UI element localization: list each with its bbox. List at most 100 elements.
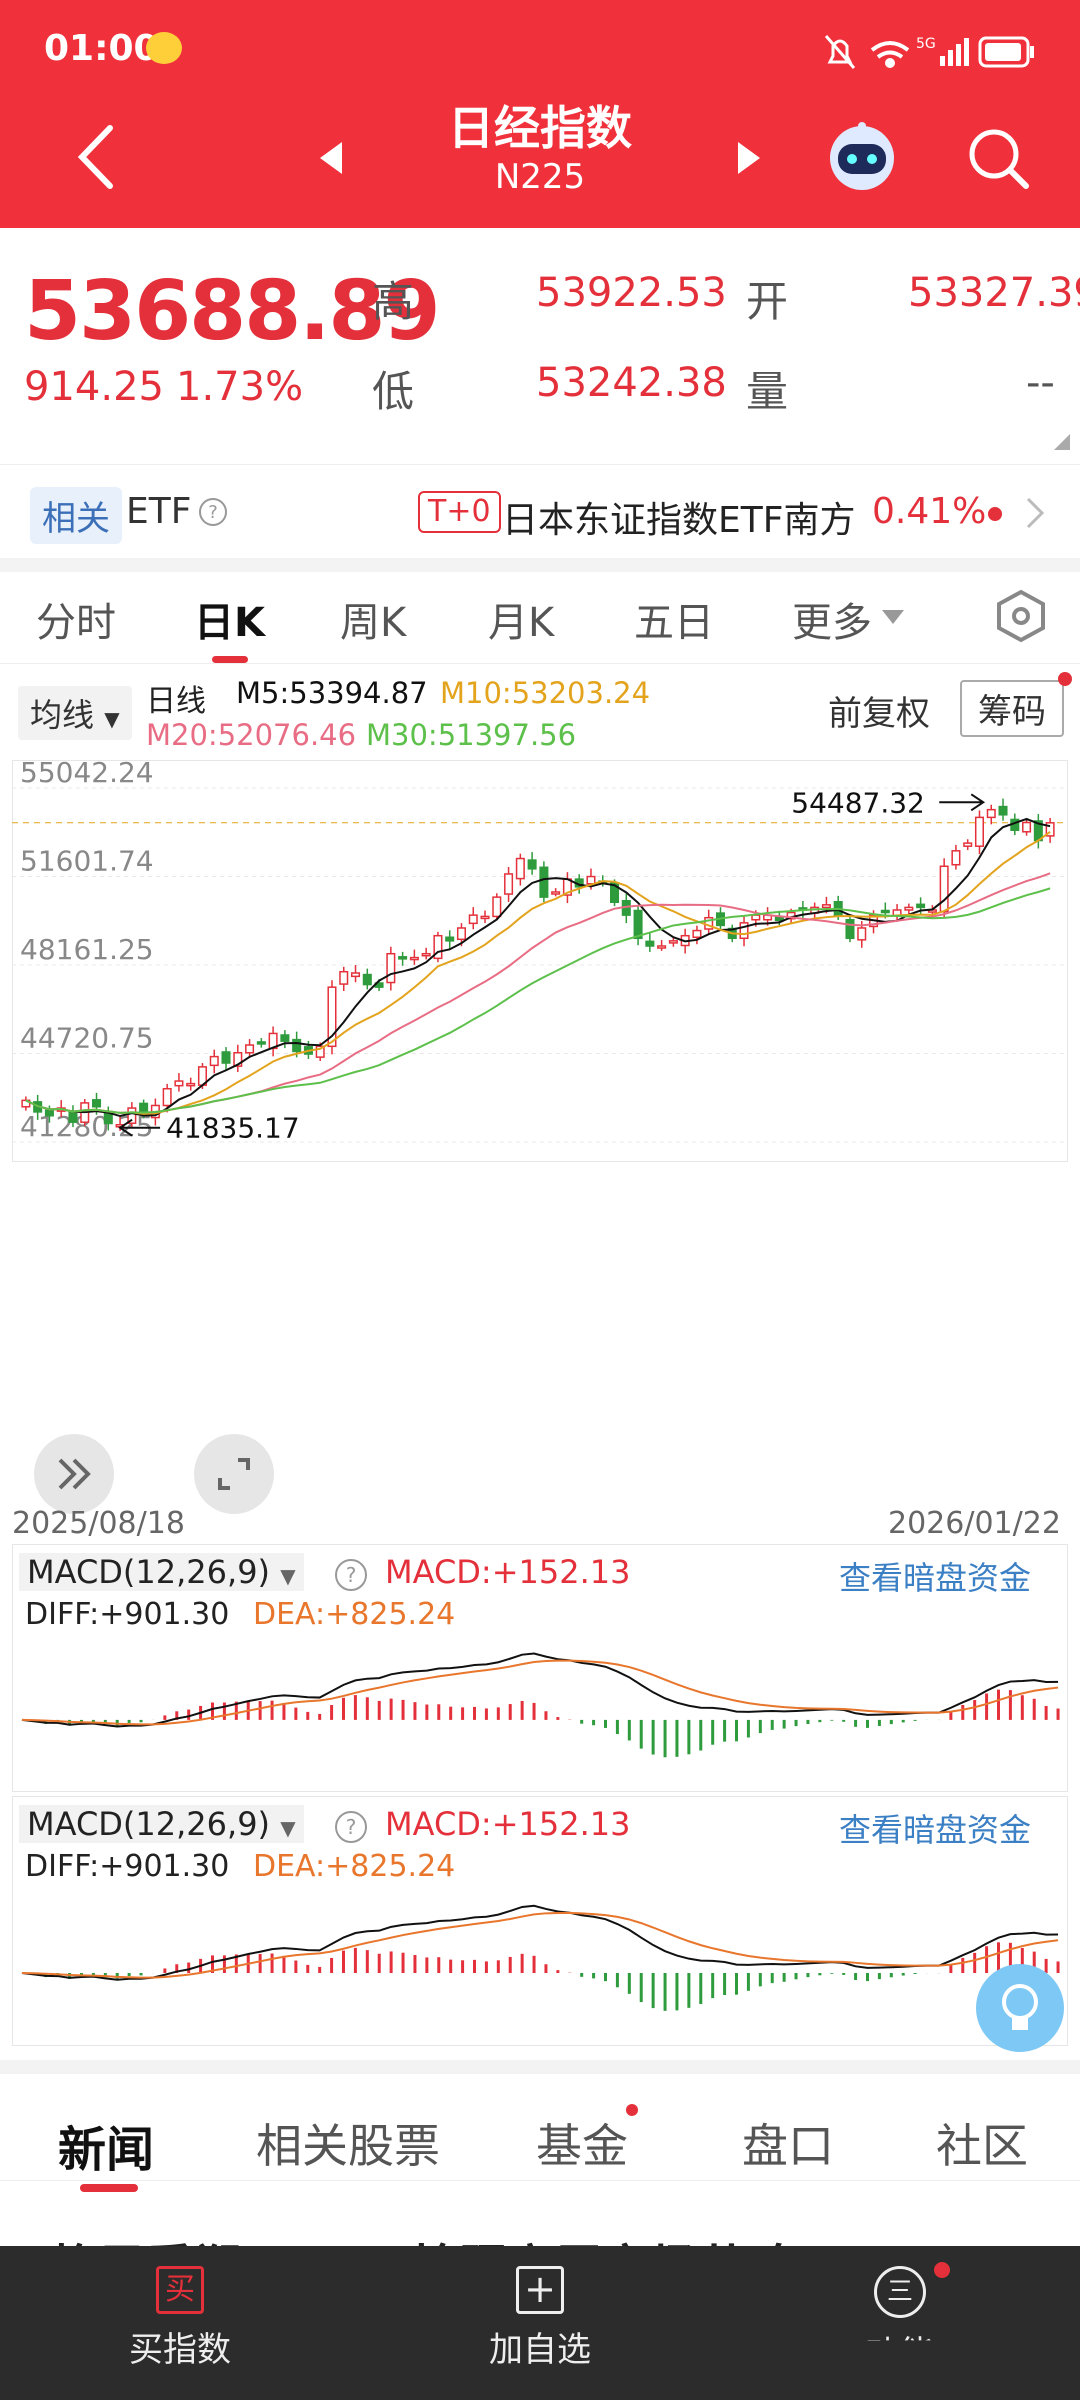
- candle-body: [515, 857, 525, 880]
- related-badge: 相关: [30, 487, 122, 544]
- candle-body: [339, 970, 349, 985]
- chart-border: [12, 760, 1068, 1162]
- help-icon-2[interactable]: ?: [333, 1809, 369, 1845]
- tab-community[interactable]: 社区: [936, 2119, 1028, 2173]
- collapse-left-button[interactable]: [34, 1434, 114, 1514]
- buy-index-label: 买指数: [129, 2330, 231, 2370]
- candle-body: [974, 816, 984, 847]
- dark-pool-link[interactable]: 查看暗盘资金: [839, 1559, 1032, 1597]
- candle-body: [233, 1051, 243, 1067]
- macd-selector-2[interactable]: MACD(12,26,9) ▼: [19, 1805, 304, 1843]
- active-tab-indicator: [212, 656, 248, 663]
- tab-related-stocks[interactable]: 相关股票: [256, 2119, 440, 2173]
- candle-body: [657, 945, 667, 949]
- lightbulb-icon: [1002, 1984, 1038, 2030]
- candle-body: [692, 929, 702, 939]
- fullscreen-button[interactable]: [194, 1434, 274, 1514]
- ma-dropdown-icon: ▼: [104, 707, 120, 731]
- tab-weekly-k[interactable]: 周K: [340, 600, 407, 646]
- macd-dropdown-icon-2: ▼: [280, 1816, 296, 1840]
- candle-body: [951, 850, 961, 866]
- open-value: 53327.39: [908, 270, 1080, 316]
- diff-line: [21, 1904, 1059, 1981]
- candle-body: [221, 1051, 231, 1064]
- next-triangle-icon[interactable]: [734, 138, 764, 178]
- back-arrow-icon[interactable]: [70, 122, 120, 192]
- candle-body: [539, 866, 549, 898]
- ma-selector-label: 均线: [30, 696, 95, 734]
- candlestick-chart[interactable]: 55042.2451601.7448161.2544720.7541280.25…: [12, 760, 1068, 1162]
- macd-panel-2[interactable]: MACD(12,26,9) ▼ ? MACD:+152.13 查看暗盘资金 DI…: [12, 1796, 1068, 2046]
- chart-labels: 54487.32 41835.17: [118, 786, 986, 1145]
- chevron-right-icon[interactable]: [1024, 495, 1046, 531]
- buy-index-button[interactable]: 买 买指数: [100, 2266, 260, 2371]
- bottom-nav: 买 买指数 + 加自选 三 功能: [0, 2246, 1080, 2400]
- related-etf-bar[interactable]: 相关 ETF ? T+0 日本东证指数ETF南方 0.41%: [0, 464, 1080, 560]
- question-icon[interactable]: ?: [198, 497, 228, 527]
- chart-area: 均线 ▼ 日线 M5:53394.87 M10:53203.24 M20:520…: [0, 664, 1080, 2054]
- candle-body: [998, 805, 1008, 816]
- tips-bulb-button[interactable]: [976, 1964, 1064, 2052]
- status-icons: 5G: [824, 35, 1034, 69]
- divider: [0, 2180, 1080, 2181]
- candle-body: [904, 906, 914, 911]
- tab-funds[interactable]: 基金: [536, 2119, 628, 2173]
- tab-monthly-k[interactable]: 月K: [488, 600, 555, 646]
- candle-body: [456, 927, 466, 941]
- macd-selector[interactable]: MACD(12,26,9) ▼: [19, 1553, 304, 1591]
- candle-body: [916, 903, 926, 909]
- ma5-label: M5:53394.87: [236, 676, 428, 710]
- etf-name: 日本东证指数ETF南方: [502, 500, 856, 541]
- ma-lines: [25, 817, 1051, 1118]
- y-tick-label: 44720.75: [20, 1021, 154, 1054]
- candle-body: [492, 896, 502, 918]
- y-tick-label: 48161.25: [20, 933, 154, 966]
- search-icon[interactable]: [964, 124, 1034, 194]
- macd-value-2: MACD:+152.13: [385, 1805, 631, 1843]
- tab-news[interactable]: 新闻: [58, 2122, 155, 2178]
- tab-daily-k[interactable]: 日K: [194, 600, 265, 646]
- prev-triangle-icon[interactable]: [316, 138, 346, 178]
- tab-intraday[interactable]: 分时: [36, 600, 116, 646]
- funds-dot-icon: [626, 2104, 638, 2116]
- candle-body: [162, 1088, 172, 1107]
- section-divider: [0, 558, 1080, 572]
- news-headline-preview[interactable]: 格局重塑！5G！抢照高层市场共鸣: [50, 2228, 1030, 2248]
- macd-panel-1[interactable]: MACD(12,26,9) ▼ ? MACD:+152.13 查看暗盘资金 DI…: [12, 1544, 1068, 1792]
- high-label: 高: [372, 277, 415, 326]
- ma30-label: M30:51397.56: [366, 718, 577, 752]
- candle-body: [845, 919, 855, 940]
- dea-line: [21, 1911, 1059, 1979]
- tab-more[interactable]: 更多: [792, 600, 872, 646]
- candle-body: [44, 1109, 54, 1117]
- candle-body: [409, 956, 419, 961]
- volume-label: 量: [746, 367, 789, 416]
- adjust-label[interactable]: 前复权: [828, 694, 930, 734]
- dark-pool-link-2[interactable]: 查看暗盘资金: [839, 1811, 1032, 1849]
- functions-button[interactable]: 三 功能: [820, 2266, 980, 2358]
- add-watchlist-button[interactable]: + 加自选: [460, 2266, 620, 2371]
- candle-body: [668, 940, 678, 944]
- candle-body: [174, 1080, 184, 1087]
- x-axis-end: 2026/01/22: [888, 1506, 1061, 1541]
- robot-assistant-icon[interactable]: [824, 122, 900, 192]
- tab-order-book[interactable]: 盘口: [742, 2119, 834, 2173]
- candle-body: [209, 1055, 219, 1067]
- ma-selector[interactable]: 均线 ▼: [18, 686, 132, 740]
- candle-body: [586, 875, 596, 885]
- max-arrow-icon: [939, 793, 986, 812]
- dea-line: [21, 1659, 1059, 1726]
- tab-five-day[interactable]: 五日: [634, 600, 714, 646]
- candle-body: [280, 1034, 290, 1042]
- expand-corner-icon[interactable]: [1054, 434, 1070, 450]
- candle-body: [1022, 821, 1032, 833]
- settings-hexagon-icon[interactable]: [994, 588, 1048, 644]
- dea-value-2: DEA:+825.24: [253, 1849, 456, 1884]
- chips-button[interactable]: 筹码: [960, 680, 1064, 737]
- ma10-line: [25, 831, 1051, 1115]
- macd-dropdown-icon: ▼: [280, 1564, 296, 1588]
- help-icon[interactable]: ?: [333, 1557, 369, 1593]
- current-price: 53688.89: [24, 264, 441, 359]
- price-change-pct: 1.73%: [176, 364, 304, 410]
- period-tabs: 分时 日K 周K 月K 五日 更多: [0, 572, 1080, 664]
